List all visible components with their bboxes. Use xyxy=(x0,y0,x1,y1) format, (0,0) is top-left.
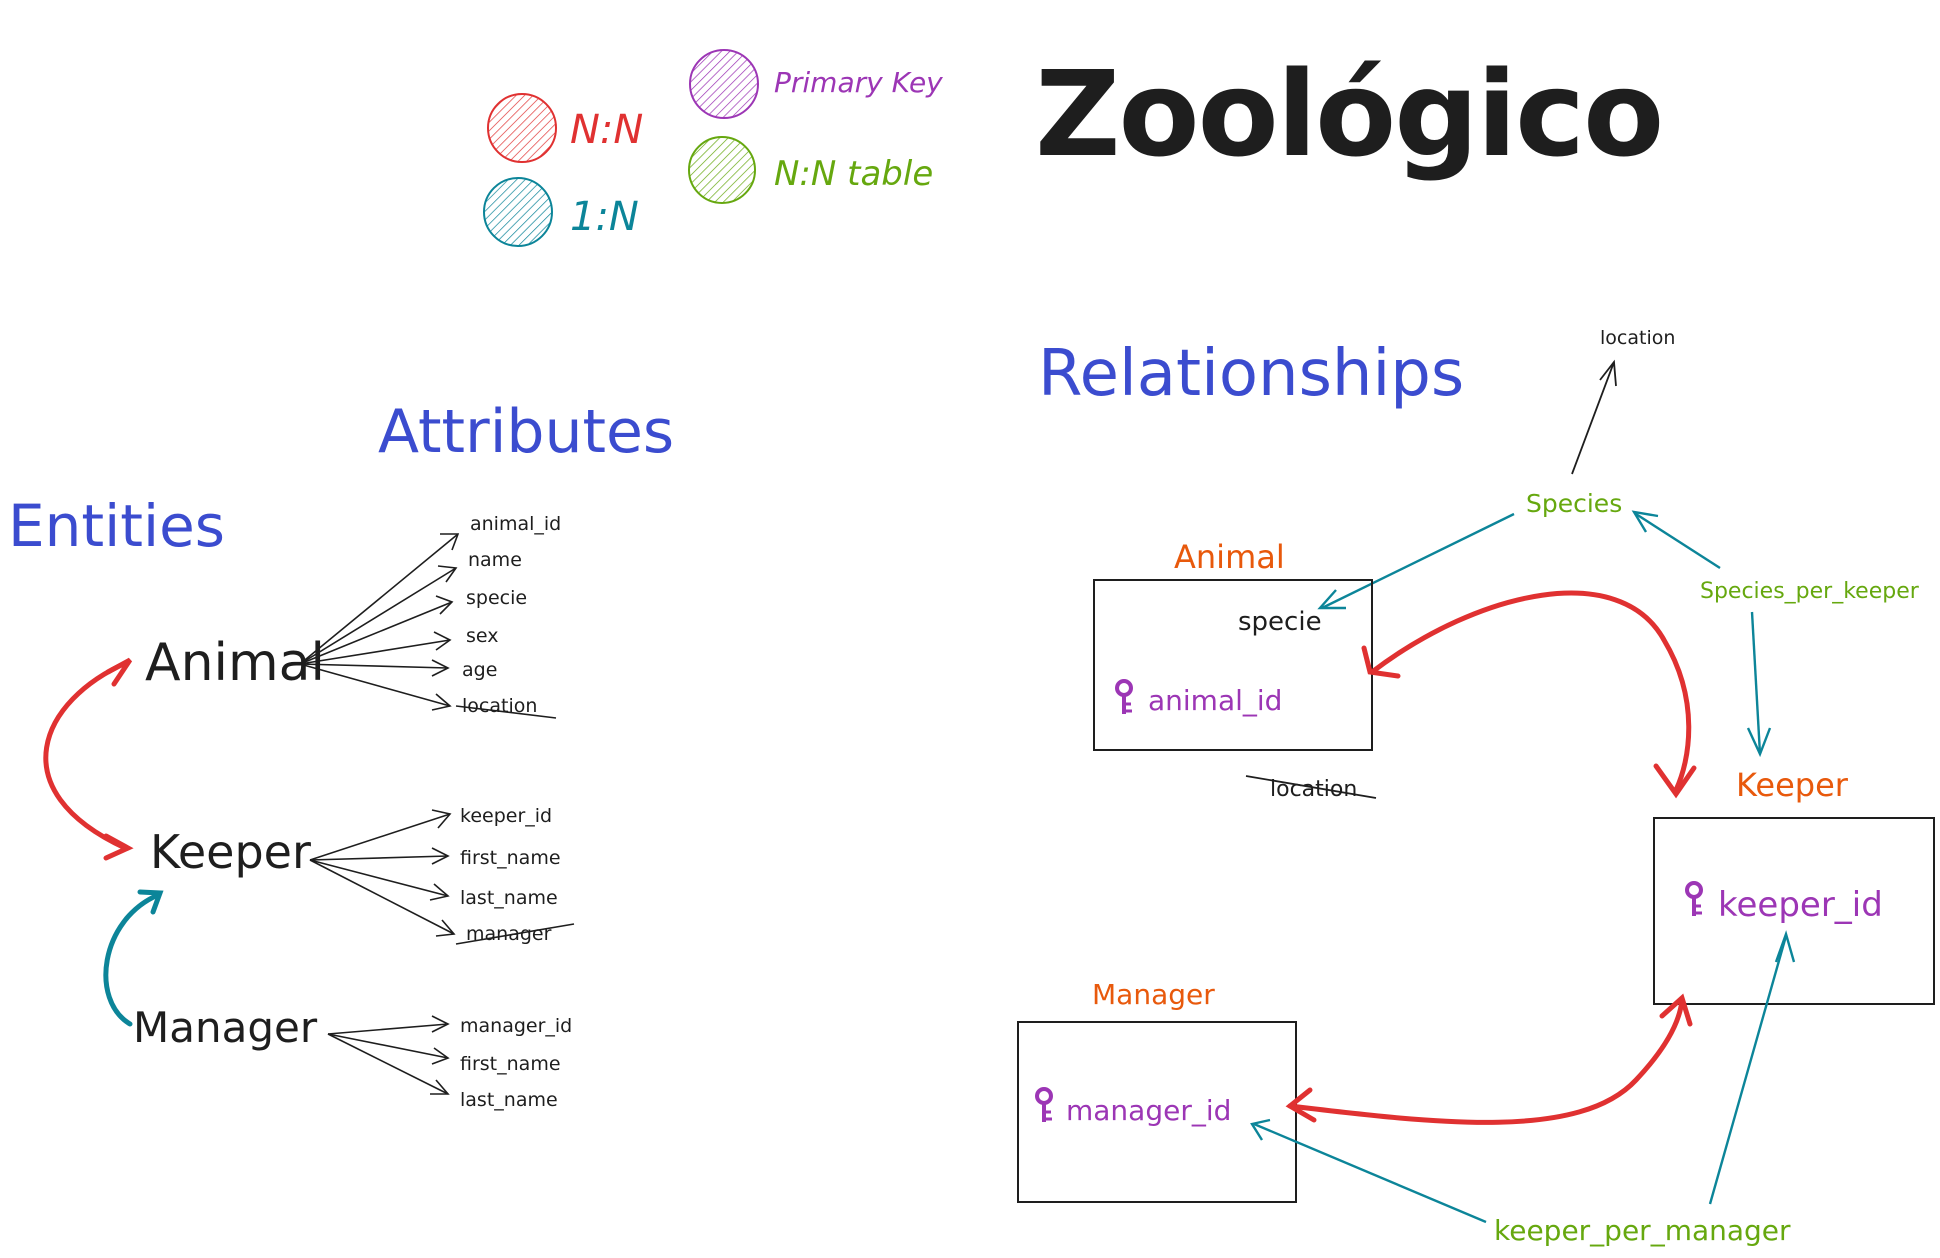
legend-1n-swatch xyxy=(483,177,553,247)
legend-nn-label: N:N xyxy=(570,107,643,153)
entity-animal-name: Animal xyxy=(145,633,325,693)
rel-species-per-keeper-label: Species_per_keeper xyxy=(1700,579,1920,604)
rel-manager-pk: manager_id xyxy=(1066,1094,1231,1127)
rel-animal-location-struck: location xyxy=(1270,777,1357,802)
manager-attr-first-name: first_name xyxy=(460,1053,561,1075)
keeper-attr-manager: manager xyxy=(466,923,552,945)
rel-animal-pk: animal_id xyxy=(1148,684,1282,717)
spk-to-species-arrow xyxy=(1631,510,1721,570)
animal-attribute-list: animal_id name specie sex age location xyxy=(462,513,561,717)
keeper-key-icon xyxy=(1685,881,1704,918)
attributes-heading: Attributes xyxy=(378,397,674,467)
entities-nn-arrow xyxy=(43,657,134,861)
animal-attribute-arrows xyxy=(299,533,460,711)
page-title: Zoológico xyxy=(1035,45,1662,183)
animal-attr-specie: specie xyxy=(466,587,527,609)
rel-keeper-per-manager-label: keeper_per_manager xyxy=(1494,1214,1791,1247)
rel-location-label: location xyxy=(1600,327,1675,349)
animal-attr-animal-id: animal_id xyxy=(470,513,561,535)
rel-animal-location-strike xyxy=(1245,775,1377,799)
animal-location-strike xyxy=(455,705,557,719)
keeper-attr-keeper-id: keeper_id xyxy=(460,805,552,827)
manager-key-icon xyxy=(1035,1087,1054,1124)
animal-attr-age: age xyxy=(462,659,497,681)
legend-pk-label: Primary Key xyxy=(774,66,943,99)
legend-pk-swatch xyxy=(689,49,759,119)
rel-keeper-pk: keeper_id xyxy=(1718,885,1883,925)
keeper-attr-first-name: first_name xyxy=(460,847,561,869)
legend-nntable-swatch xyxy=(688,136,756,204)
species-to-animal-specie-arrow xyxy=(1317,512,1515,610)
manager-attr-manager-id: manager_id xyxy=(460,1015,572,1037)
entity-keeper-name: Keeper xyxy=(150,825,311,879)
animal-attr-sex: sex xyxy=(466,625,499,647)
manager-attr-last-name: last_name xyxy=(460,1089,558,1111)
rel-manager-title: Manager xyxy=(1092,978,1215,1011)
legend: N:N 1:N Primary Key N:N table xyxy=(483,49,943,247)
species-to-location-arrow xyxy=(1571,359,1617,475)
keeper-manager-strike xyxy=(455,923,575,945)
keeper-attr-last-name: last_name xyxy=(460,887,558,909)
rel-species-label: Species xyxy=(1526,489,1622,518)
manager-keeper-nn-arrow xyxy=(1285,993,1693,1125)
animal-attr-name: name xyxy=(468,549,522,571)
kpm-to-manager-arrow xyxy=(1250,1118,1487,1224)
legend-1n-label: 1:N xyxy=(570,194,639,240)
entities-1n-arrow xyxy=(103,889,164,1027)
rel-keeper-title: Keeper xyxy=(1736,766,1849,804)
legend-nntable-label: N:N table xyxy=(774,154,933,194)
animal-key-icon xyxy=(1115,679,1134,716)
rel-animal-specie: specie xyxy=(1238,607,1322,637)
rel-animal-box xyxy=(1093,579,1373,751)
manager-attribute-list: manager_id first_name last_name xyxy=(460,1015,572,1111)
animal-attr-location: location xyxy=(462,695,537,717)
rel-keeper-box xyxy=(1653,817,1935,1005)
relationships-heading: Relationships xyxy=(1038,337,1464,411)
keeper-attribute-list: keeper_id first_name last_name manager xyxy=(460,805,561,945)
manager-attribute-arrows xyxy=(327,1015,450,1095)
animal-keeper-nn-arrow xyxy=(1361,590,1697,799)
entities-heading: Entities xyxy=(8,492,225,560)
spk-to-keeper-arrow xyxy=(1746,611,1772,758)
kpm-to-keeper-arrow xyxy=(1708,930,1796,1205)
rel-animal-title: Animal xyxy=(1174,538,1285,576)
entity-manager-name: Manager xyxy=(133,1003,318,1052)
keeper-attribute-arrows xyxy=(309,809,456,937)
legend-nn-swatch xyxy=(487,93,557,163)
